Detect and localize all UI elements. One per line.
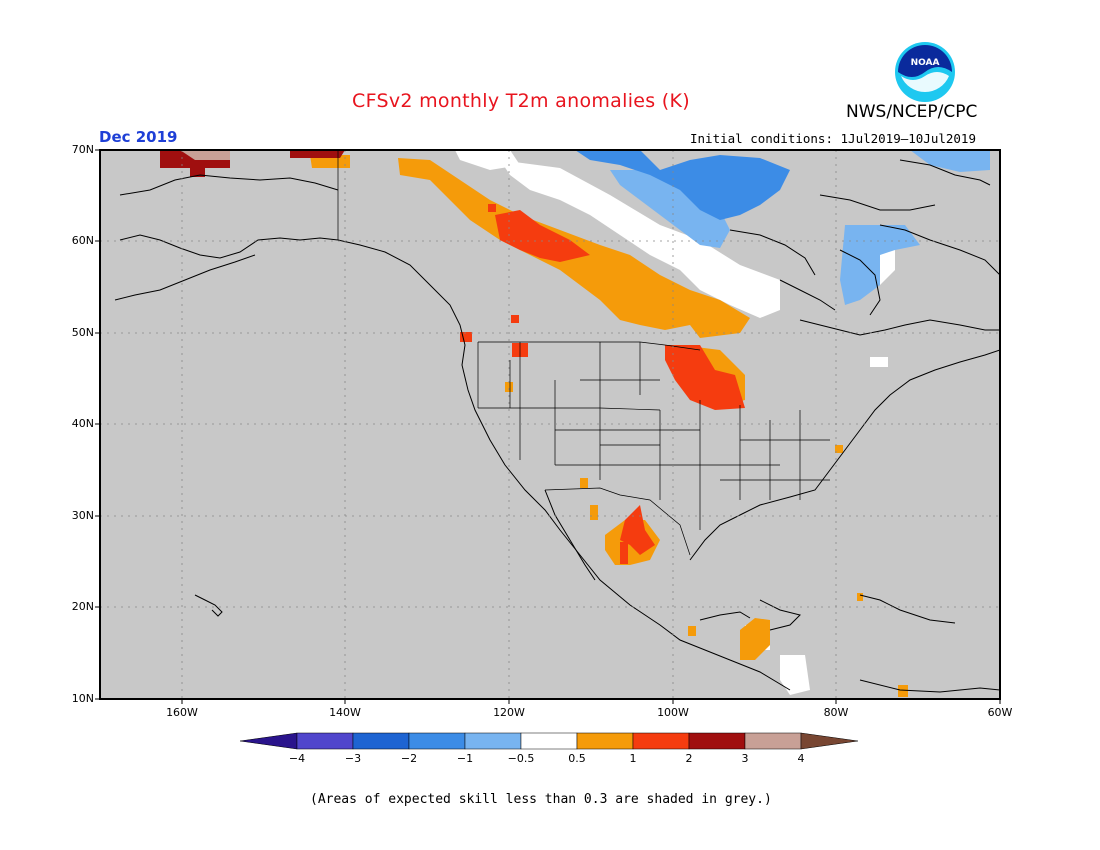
lon-label-120w: 120W [493,706,525,719]
organization-label: NWS/NCEP/CPC [846,102,978,122]
colorbar-label: −3 [344,752,362,765]
map-title: CFSv2 monthly T2m anomalies (K) [352,90,690,112]
graticule [100,150,1000,699]
colorbar-label: 4 [797,752,805,765]
colorbar-label: 1 [629,752,637,765]
colorbar-label: 0.5 [568,752,586,765]
lat-label-30n: 30N [71,509,94,522]
colorbar-segment [576,732,634,750]
colorbar-segment [464,732,522,750]
lon-label-80w: 80W [823,706,849,719]
colorbar-arrow-high [800,732,859,750]
lat-label-20n: 20N [71,600,94,613]
axis-ticks [95,149,1001,704]
colorbar-segment [744,732,802,750]
colorbar-segment [352,732,410,750]
lon-label-160w: 160W [166,706,198,719]
lat-label-70n: 70N [71,143,94,156]
logo-text: NOAA [911,58,940,68]
colorbar-label: −1 [456,752,474,765]
colorbar-label: 2 [685,752,693,765]
colorbar-label: −0.5 [507,752,535,765]
skill-footnote: (Areas of expected skill less than 0.3 a… [310,792,772,807]
coastlines [114,159,1000,693]
colorbar-label: 3 [741,752,749,765]
lat-label-40n: 40N [71,417,94,430]
colorbar-segment [408,732,466,750]
colorbar-segment [688,732,746,750]
colorbar-arrow-low [239,732,298,750]
lat-label-10n: 10N [71,692,94,705]
colorbar-label: −4 [288,752,306,765]
forecast-month: Dec 2019 [99,128,178,146]
lon-label-140w: 140W [329,706,361,719]
lat-label-60n: 60N [71,234,94,247]
anomaly-shading [160,150,990,697]
initial-conditions: Initial conditions: 1Jul2019–10Jul2019 [690,131,976,146]
colorbar-label: −2 [400,752,418,765]
lat-label-50n: 50N [71,326,94,339]
noaa-logo: NOAA [895,42,955,102]
colorbar-segment [296,732,354,750]
lon-label-100w: 100W [657,706,689,719]
colorbar-segment [632,732,690,750]
political-borders [337,150,830,556]
colorbar-segment [520,732,578,750]
lon-label-60w: 60W [987,706,1013,719]
